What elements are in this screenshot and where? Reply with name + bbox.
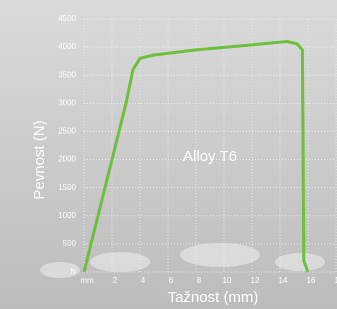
x-tick-label: 6 <box>169 276 174 285</box>
x-tick-label: mm <box>80 276 94 285</box>
y-tick-label: 3500 <box>58 70 76 79</box>
y-tick-label: 3000 <box>58 98 76 107</box>
y-tick-label: N <box>70 267 76 276</box>
x-axis-title: Tažnost (mm) <box>168 289 259 306</box>
y-tick-label: 1000 <box>58 211 76 220</box>
x-tick-label: 8 <box>197 276 202 285</box>
x-tick-label: 10 <box>223 276 232 285</box>
y-axis-title: Pevnost (N) <box>31 120 48 199</box>
y-tick-label: 1500 <box>58 183 76 192</box>
annotation: Alloy T6 <box>183 148 237 165</box>
x-tick-label: 4 <box>141 276 146 285</box>
y-tick-label: 4000 <box>58 42 76 51</box>
y-tick-label: 2500 <box>58 127 76 136</box>
x-tick-label: 14 <box>279 276 288 285</box>
y-tick-label: 500 <box>63 239 77 248</box>
x-tick-label: 16 <box>307 276 316 285</box>
y-tick-label: 4500 <box>58 14 76 23</box>
chart: Pevnost (N) Tažnost (mm) N 500 1000 1500 200… <box>0 0 337 309</box>
x-tick-label: 2 <box>113 276 118 285</box>
x-tick-label: 12 <box>251 276 260 285</box>
y-tick-label: 2000 <box>58 155 76 164</box>
